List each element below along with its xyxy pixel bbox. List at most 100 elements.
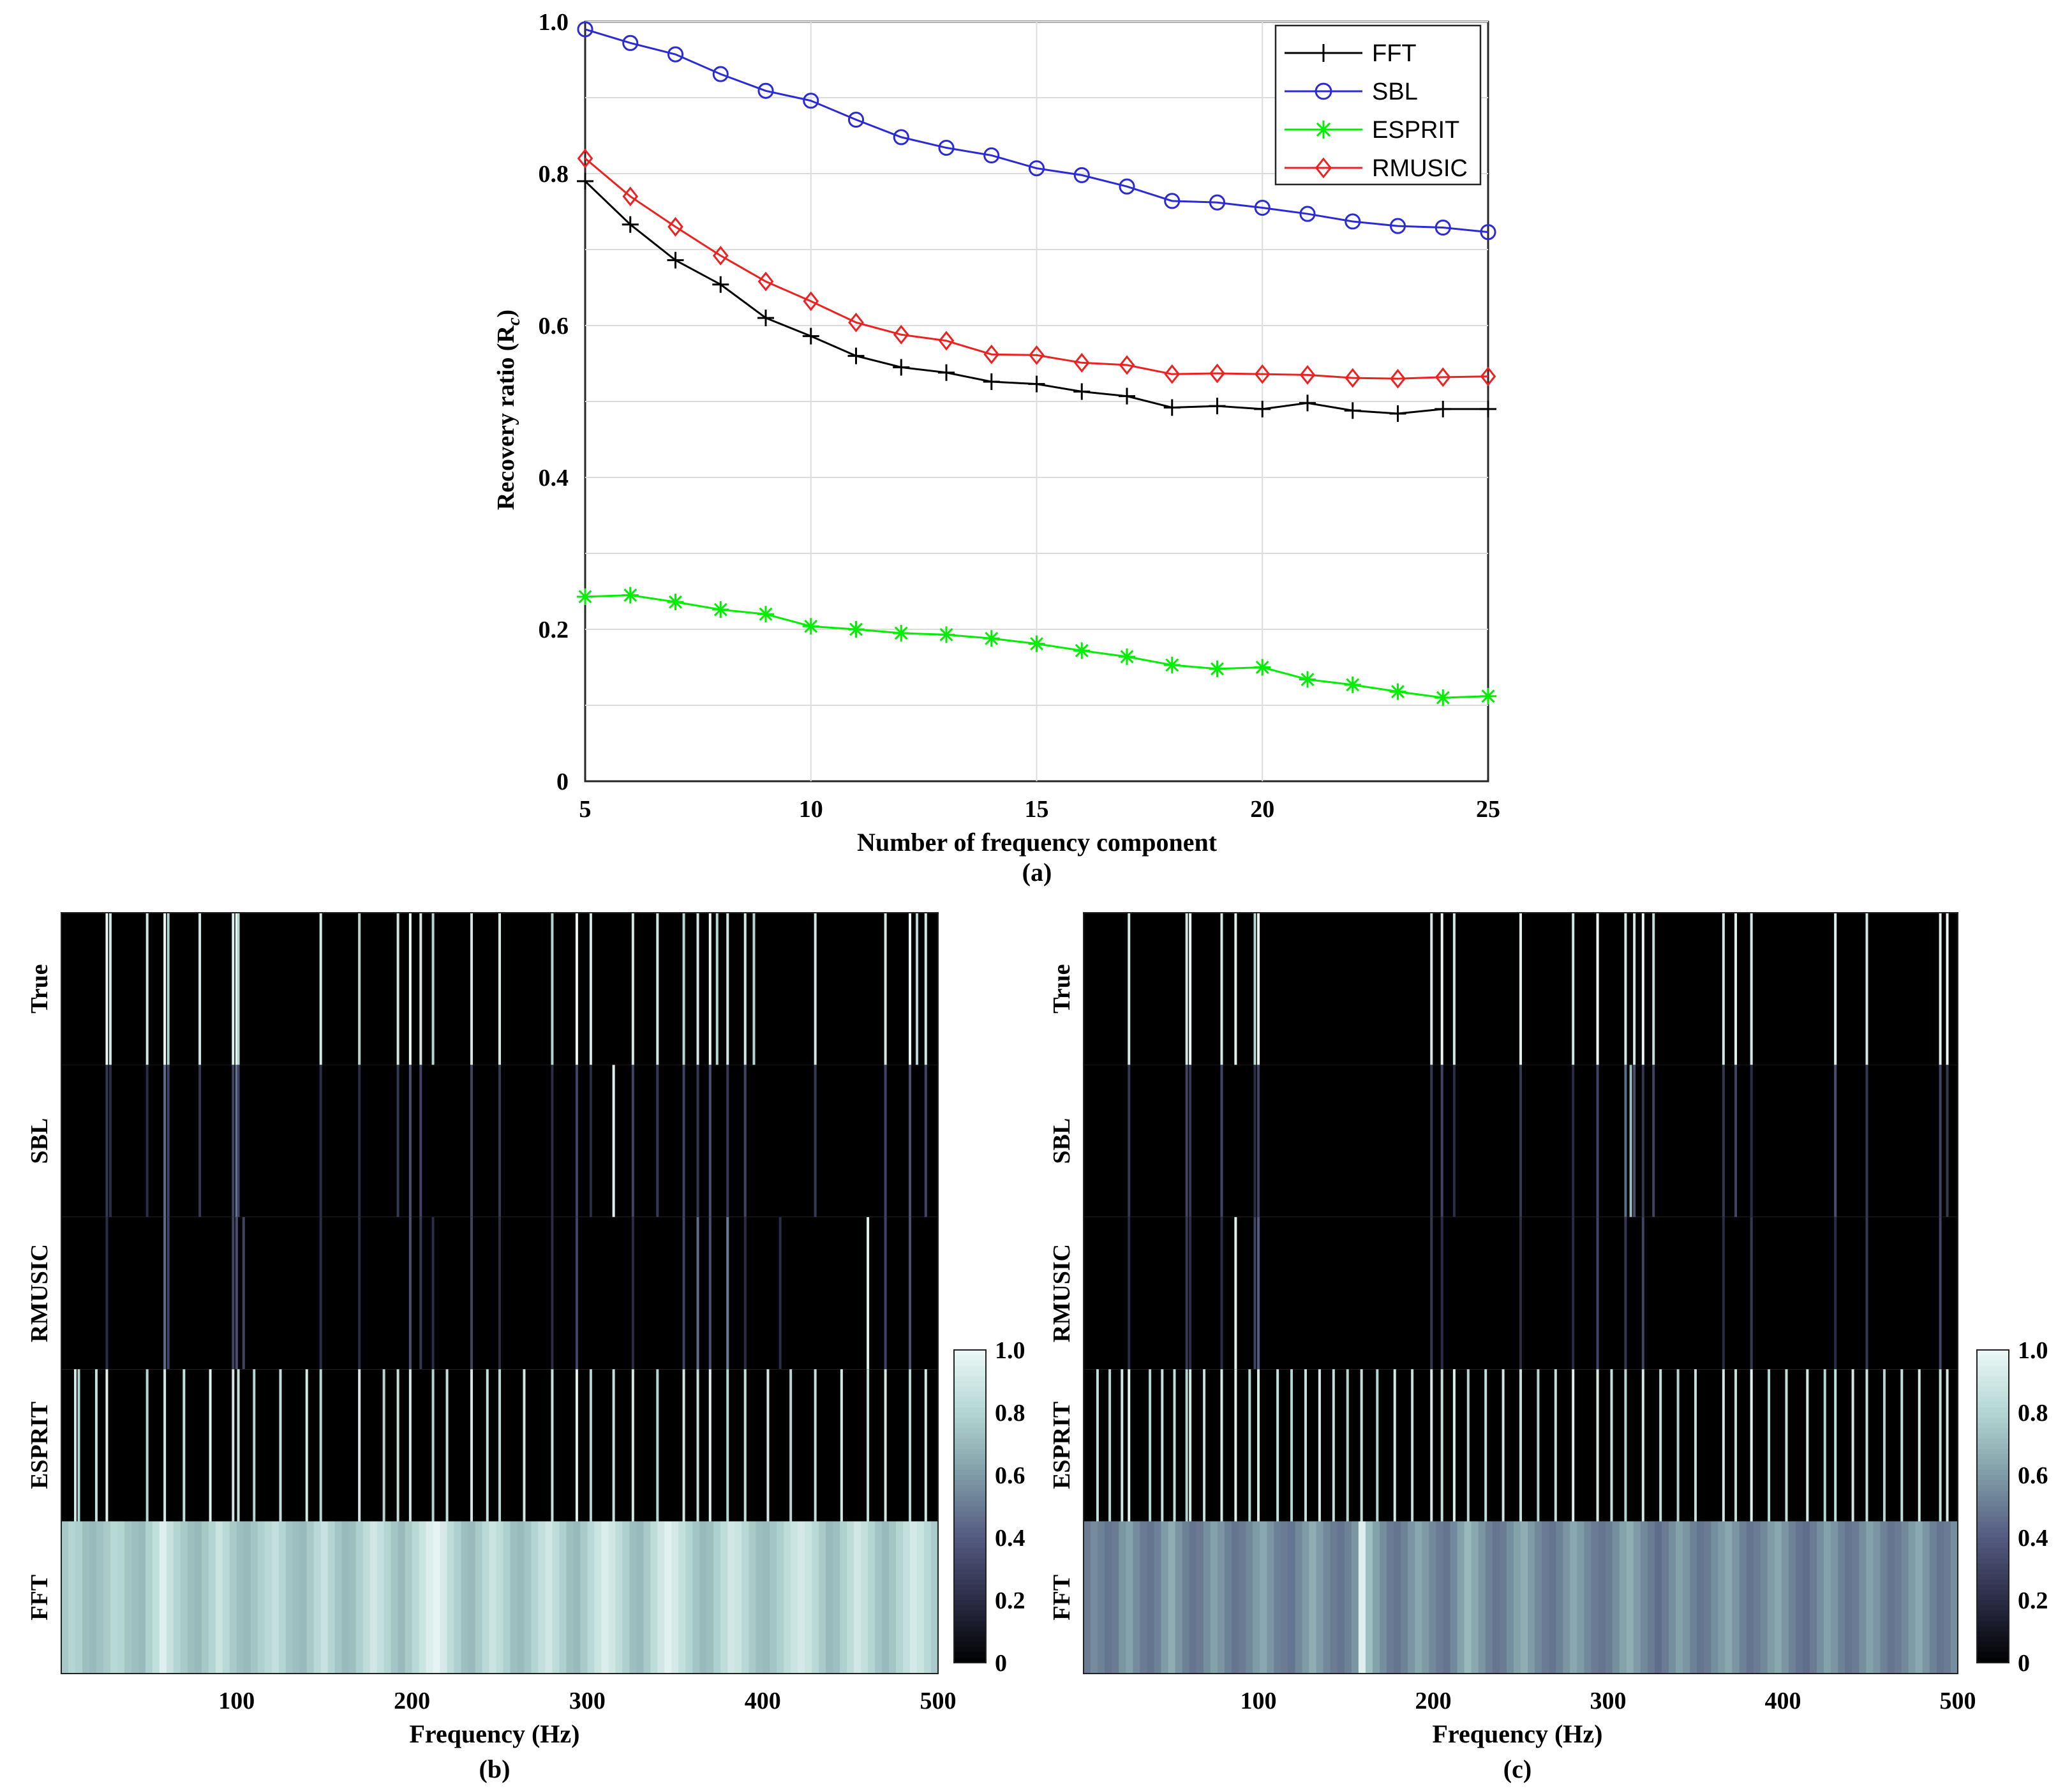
x-tick-label: 300 bbox=[569, 1688, 606, 1714]
colorbar-segment bbox=[1977, 1370, 2009, 1377]
heatmap-spike bbox=[1734, 1369, 1738, 1522]
heatmap-spike bbox=[498, 1217, 501, 1370]
heatmap-cell bbox=[124, 1521, 132, 1674]
heatmap-spike bbox=[235, 1065, 238, 1217]
heatmap-spike bbox=[1939, 913, 1942, 1065]
heatmap-spike bbox=[1865, 1369, 1868, 1522]
x-tick-label: 200 bbox=[394, 1688, 430, 1714]
colorbar-segment bbox=[1977, 1438, 2009, 1444]
colorbar-segment bbox=[954, 1631, 986, 1637]
heatmap-spike bbox=[167, 1217, 170, 1370]
heatmap-cell bbox=[1591, 1521, 1599, 1674]
heatmap-spike bbox=[237, 1369, 240, 1522]
heatmap-spike bbox=[884, 1369, 887, 1522]
legend-label: ESPRIT bbox=[1372, 117, 1459, 144]
heatmap-cell bbox=[278, 1521, 287, 1674]
colorbar-segment bbox=[954, 1543, 986, 1549]
row-label: RMUSIC bbox=[1048, 1244, 1075, 1342]
heatmap-cell bbox=[861, 1521, 868, 1674]
heatmap-cell bbox=[1464, 1521, 1472, 1674]
colorbar-segment bbox=[954, 1642, 986, 1648]
x-tick-label: 20 bbox=[1250, 796, 1274, 823]
heatmap-spike bbox=[1096, 1369, 1099, 1522]
heatmap-cell bbox=[882, 1521, 890, 1674]
y-tick-label: 1.0 bbox=[539, 9, 569, 36]
heatmap-spike bbox=[840, 1369, 843, 1522]
heatmap-spike bbox=[631, 1217, 634, 1370]
row-label: ESPRIT bbox=[26, 1402, 53, 1489]
heatmap-cell bbox=[1654, 1521, 1662, 1674]
colorbar-segment bbox=[1977, 1469, 2009, 1476]
heatmap-spike bbox=[1360, 1369, 1363, 1522]
heatmap-spike bbox=[163, 913, 167, 1065]
heatmap-spike bbox=[696, 1217, 699, 1370]
heatmap-cell bbox=[1253, 1521, 1261, 1674]
heatmap-cell bbox=[1182, 1521, 1190, 1674]
data-point bbox=[1435, 400, 1452, 417]
data-point bbox=[1254, 400, 1271, 417]
heatmap-spike bbox=[1393, 1369, 1396, 1522]
heatmap-cell bbox=[376, 1521, 385, 1674]
data-point bbox=[983, 344, 1000, 364]
colorbar-tick-label: 0.2 bbox=[2018, 1587, 2048, 1614]
colorbar-segment bbox=[954, 1579, 986, 1585]
heatmap-spike bbox=[1484, 1369, 1487, 1522]
y-axis-label: Recovery ratio (Rc) bbox=[493, 310, 524, 510]
heatmap-spike bbox=[253, 1369, 256, 1522]
row-labels: True SBL RMUSIC ESPRIT FFT bbox=[26, 964, 53, 1620]
heatmap-cell bbox=[734, 1521, 743, 1674]
heatmap-cell bbox=[1549, 1521, 1557, 1674]
heatmap-cell bbox=[678, 1521, 687, 1674]
heatmap-spike bbox=[279, 1369, 282, 1522]
heatmap-spike bbox=[1939, 1369, 1942, 1522]
colorbar-tick-label: 0.2 bbox=[995, 1587, 1025, 1614]
heatmap-cell bbox=[447, 1521, 455, 1674]
data-point bbox=[1299, 206, 1316, 222]
data-point bbox=[1315, 157, 1332, 179]
heatmap-spike bbox=[408, 1369, 412, 1522]
heatmap-cell bbox=[327, 1521, 336, 1674]
heatmap-spike bbox=[1234, 1369, 1237, 1522]
heatmap-spike bbox=[167, 913, 170, 1065]
heatmap-cell bbox=[517, 1521, 525, 1674]
heatmap-cell bbox=[931, 1521, 939, 1674]
colorbar-segment bbox=[1977, 1574, 2009, 1580]
data-point bbox=[1315, 44, 1332, 62]
colorbar-segment bbox=[1977, 1522, 2009, 1528]
heatmap-spike bbox=[105, 1369, 108, 1522]
heatmap-spike bbox=[1430, 913, 1433, 1065]
heatmap-spike bbox=[1624, 1369, 1627, 1522]
heatmap-spike bbox=[1276, 1369, 1279, 1522]
heatmap-cell bbox=[215, 1521, 223, 1674]
heatmap-spike bbox=[1376, 1369, 1379, 1522]
heatmap-spike bbox=[1452, 1065, 1456, 1217]
colorbar-segment bbox=[1977, 1360, 2009, 1367]
heatmap-spike bbox=[163, 1065, 167, 1217]
heatmap-spike bbox=[1519, 1217, 1522, 1370]
data-point bbox=[1028, 635, 1045, 652]
heatmap-cell bbox=[145, 1521, 153, 1674]
legend-item-fft: FFT bbox=[1285, 40, 1417, 67]
heatmap-cell bbox=[1809, 1521, 1817, 1674]
heatmap-panel-c: True SBL RMUSIC ESPRIT FFT 100 200 300 400 500 0… bbox=[1048, 912, 2048, 1783]
data-point bbox=[1073, 352, 1090, 373]
heatmap-cell bbox=[391, 1521, 399, 1674]
heatmap-spike bbox=[612, 1065, 615, 1217]
heatmap-cell bbox=[1535, 1521, 1542, 1674]
colorbar-segment bbox=[1977, 1532, 2009, 1538]
heatmap-spike bbox=[1750, 1065, 1753, 1217]
colorbar-segment bbox=[1977, 1444, 2009, 1450]
data-point bbox=[938, 626, 955, 643]
heatmap-cell bbox=[559, 1521, 567, 1674]
colorbar-tick-label: 0 bbox=[995, 1650, 1007, 1677]
colorbar-segment bbox=[1977, 1548, 2009, 1554]
heatmap-cell bbox=[89, 1521, 97, 1674]
colorbar-segment bbox=[1977, 1637, 2009, 1643]
heatmap-cell bbox=[854, 1521, 861, 1674]
data-point bbox=[803, 93, 819, 109]
heatmap-cell bbox=[243, 1521, 251, 1674]
heatmap-cell bbox=[1365, 1521, 1373, 1674]
heatmap-spike bbox=[1248, 1369, 1251, 1522]
heatmap-border bbox=[61, 912, 939, 1674]
heatmap-spike bbox=[1624, 913, 1627, 1065]
